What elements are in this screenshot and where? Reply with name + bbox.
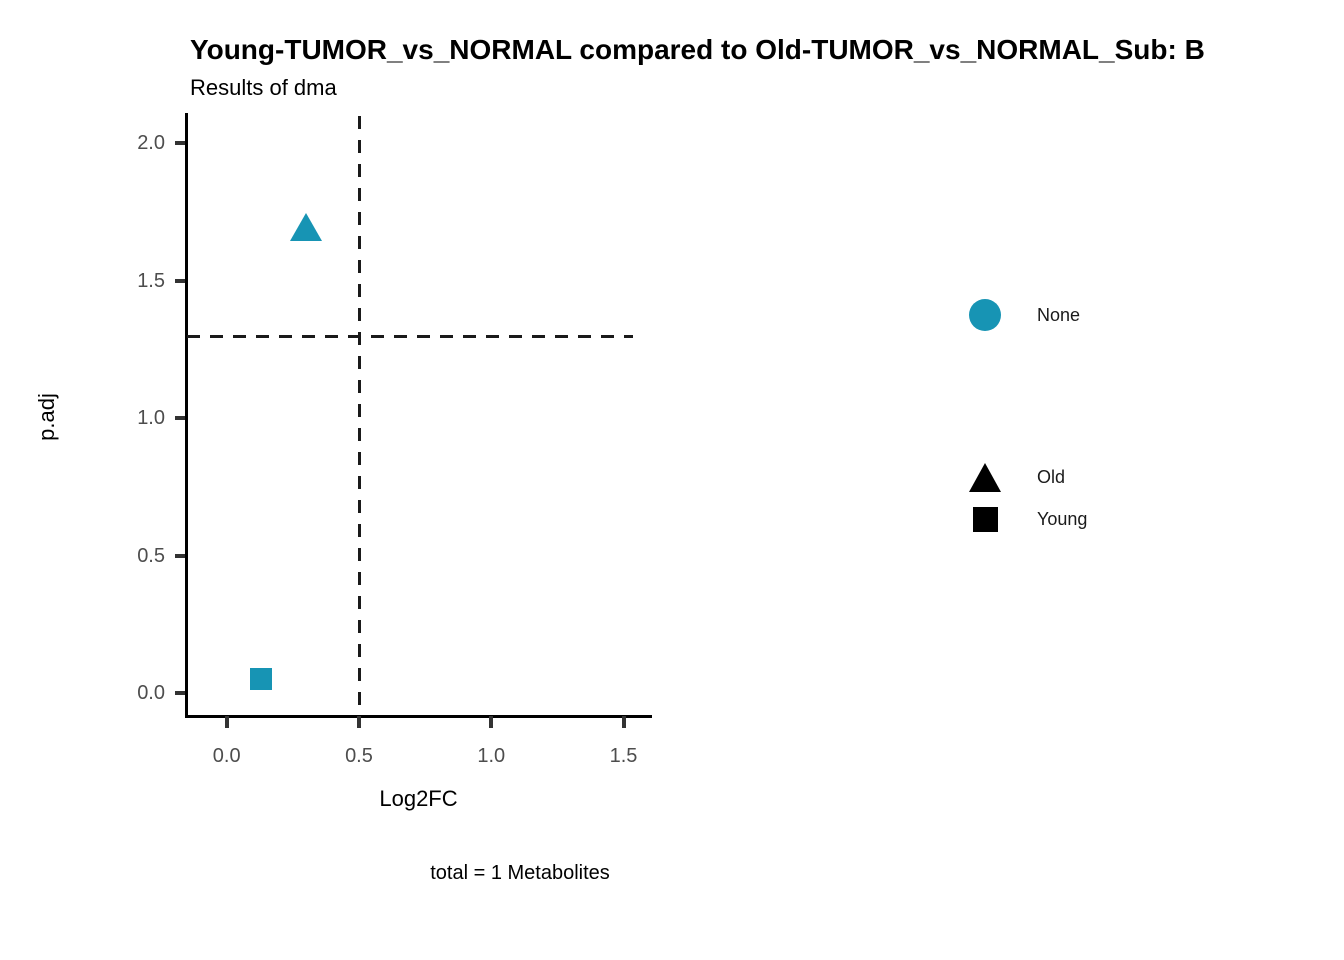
legend-item-none: None: [958, 294, 1080, 336]
y-tick-label: 0.5: [137, 544, 165, 567]
y-tick: [175, 416, 185, 421]
chart-subtitle: Results of dma: [190, 75, 337, 100]
chart-title: Young-TUMOR_vs_NORMAL compared to Old-TU…: [190, 34, 1205, 65]
y-axis-title: p.adj: [34, 393, 59, 441]
x-axis-title: Log2FC: [379, 786, 458, 811]
legend-circle-icon: [969, 299, 1001, 331]
x-axis-line: [185, 715, 652, 718]
x-tick: [224, 716, 229, 728]
legend-marker-cell: [958, 294, 1012, 336]
legend-item-old: Old: [958, 456, 1087, 498]
data-point-square-young: [250, 668, 273, 691]
y-tick-label: 0.0: [137, 682, 165, 704]
legend-shape-group: Old Young: [958, 456, 1087, 540]
y-tick: [175, 141, 185, 146]
x-tick: [621, 716, 626, 728]
chart-caption: total = 1 Metabolites: [430, 862, 610, 884]
fold-change-threshold-line: [357, 116, 361, 715]
x-tick-label: 1.0: [477, 745, 506, 767]
legend-label: Old: [1037, 466, 1066, 487]
legend-item-young: Young: [958, 498, 1087, 540]
x-tick-label: 0.5: [345, 745, 373, 767]
legend-label: Young: [1037, 508, 1088, 529]
data-point-triangle-old: [290, 213, 323, 242]
legend-square-icon: [972, 506, 998, 532]
y-tick-label: 1.0: [137, 407, 165, 430]
legend-triangle-icon: [969, 462, 1001, 492]
legend-marker-cell: [958, 498, 1012, 540]
y-tick: [175, 278, 185, 283]
x-tick-label: 1.5: [609, 745, 638, 767]
y-tick: [175, 553, 185, 558]
y-tick-label: 2.0: [137, 132, 165, 155]
x-tick: [356, 716, 361, 728]
x-tick-label: 0.0: [212, 745, 241, 767]
y-axis-line: [185, 113, 188, 718]
legend-color-group: None: [958, 294, 1080, 336]
x-tick: [489, 716, 494, 728]
y-tick: [175, 691, 185, 695]
legend-marker-cell: [958, 456, 1012, 498]
legend-label: None: [1037, 304, 1081, 325]
pvalue-threshold-line: [187, 334, 633, 338]
y-tick-label: 1.5: [137, 269, 165, 292]
